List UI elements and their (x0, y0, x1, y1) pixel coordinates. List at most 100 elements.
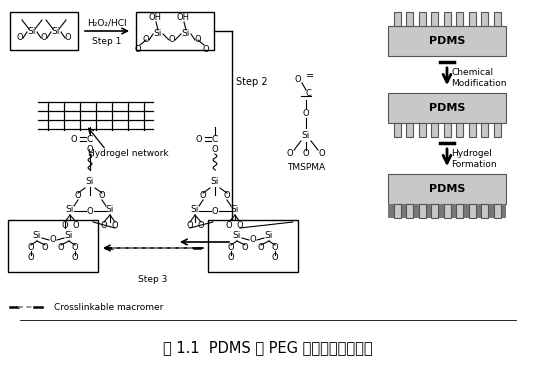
Text: O: O (28, 243, 34, 252)
Text: Si: Si (52, 27, 60, 36)
Text: O: O (73, 220, 79, 230)
Text: Si: Si (265, 231, 273, 240)
Text: Si: Si (86, 177, 94, 186)
Text: O: O (287, 150, 293, 159)
Text: Hydrogel network: Hydrogel network (88, 150, 168, 159)
Text: C: C (212, 135, 218, 144)
Bar (393, 204, 400, 218)
Text: O: O (198, 220, 204, 230)
Bar (431, 123, 438, 137)
Text: O: O (62, 220, 68, 230)
Text: O: O (71, 135, 77, 144)
Text: O: O (99, 192, 105, 201)
Bar (488, 204, 494, 218)
Text: O: O (143, 36, 150, 45)
Text: Si: Si (28, 27, 36, 36)
Text: O: O (250, 236, 256, 244)
Text: O: O (42, 243, 48, 252)
Bar (400, 204, 406, 218)
Text: O: O (228, 254, 234, 262)
Text: O: O (303, 150, 309, 159)
Text: O: O (228, 243, 234, 252)
Text: Si: Si (182, 30, 190, 39)
Bar (450, 204, 456, 218)
Text: O: O (101, 220, 107, 230)
Text: Step 3: Step 3 (138, 276, 168, 285)
Bar (481, 12, 488, 26)
Text: OH: OH (148, 12, 161, 21)
Bar (388, 26, 506, 56)
Text: O: O (72, 254, 78, 262)
Text: O: O (87, 207, 93, 216)
Bar (438, 204, 443, 218)
Bar (419, 204, 426, 218)
Text: Si: Si (154, 30, 162, 39)
Text: =: = (306, 71, 314, 81)
Text: O: O (226, 220, 232, 230)
Text: PDMS: PDMS (429, 184, 465, 194)
Bar (481, 123, 488, 137)
Text: C: C (305, 90, 311, 99)
Text: TMSPMA: TMSPMA (287, 162, 325, 171)
Text: O: O (72, 243, 78, 252)
Bar (388, 204, 393, 218)
Text: O: O (200, 192, 206, 201)
Text: H₂O₂/HCl: H₂O₂/HCl (87, 18, 127, 27)
Bar (8, 220, 98, 272)
Text: Si: Si (106, 204, 114, 213)
Bar (136, 12, 214, 50)
Text: O: O (196, 135, 202, 144)
Bar (388, 93, 506, 123)
Text: O: O (303, 108, 309, 117)
Text: Step 1: Step 1 (92, 36, 122, 45)
Text: O: O (75, 192, 81, 201)
Bar (208, 220, 298, 272)
Text: Step 2: Step 2 (236, 77, 268, 87)
Bar (494, 123, 501, 137)
Bar (419, 12, 426, 26)
Text: PDMS: PDMS (429, 103, 465, 113)
Bar (431, 204, 438, 218)
Text: Si: Si (302, 132, 310, 141)
Bar (501, 204, 506, 218)
Bar (406, 123, 413, 137)
Bar (456, 123, 463, 137)
Bar (406, 204, 413, 218)
Text: O: O (212, 144, 218, 153)
Text: O: O (187, 220, 193, 230)
Text: O: O (28, 254, 34, 262)
Bar (443, 204, 450, 218)
Bar (456, 204, 463, 218)
Bar (443, 123, 450, 137)
Text: 图 1.1  PDMS 基 PEG 复合水凝胶合成图: 图 1.1 PDMS 基 PEG 复合水凝胶合成图 (163, 340, 373, 356)
Text: Si: Si (191, 204, 199, 213)
Bar (468, 12, 475, 26)
Bar (419, 123, 426, 137)
Text: O: O (41, 33, 47, 42)
Bar (426, 204, 431, 218)
Bar (431, 12, 438, 26)
Bar (494, 12, 501, 26)
Text: O: O (87, 144, 93, 153)
Bar (475, 204, 481, 218)
Bar (393, 12, 400, 26)
Text: O: O (319, 150, 325, 159)
Text: Si: Si (66, 204, 74, 213)
Text: O: O (58, 243, 64, 252)
Text: O: O (258, 243, 264, 252)
Text: O: O (224, 192, 230, 201)
Bar (468, 204, 475, 218)
Text: O: O (65, 33, 71, 42)
Text: OH: OH (176, 12, 190, 21)
Text: O: O (195, 36, 202, 45)
Text: Chemical
Modification: Chemical Modification (451, 68, 507, 88)
Text: O: O (237, 220, 243, 230)
Text: O: O (111, 220, 118, 230)
Text: O: O (295, 75, 301, 84)
Text: Hydrogel
Formation: Hydrogel Formation (451, 149, 497, 169)
Bar (406, 12, 413, 26)
Text: Si: Si (233, 231, 241, 240)
Bar (494, 204, 501, 218)
Text: PDMS: PDMS (429, 36, 465, 46)
Text: O: O (272, 254, 278, 262)
